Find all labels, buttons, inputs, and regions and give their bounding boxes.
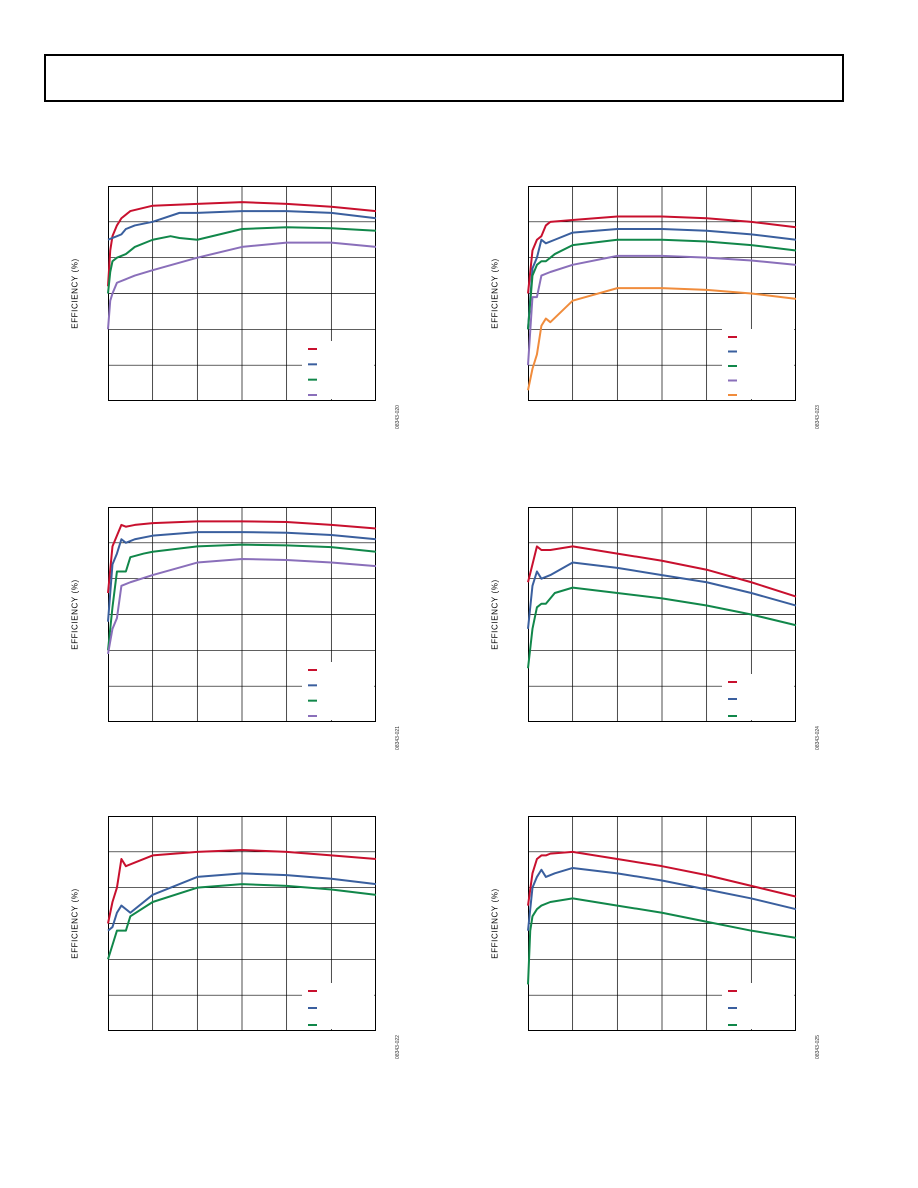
series-line-4 bbox=[527, 254, 797, 366]
series-line-2 bbox=[107, 531, 377, 622]
y-axis-label: EFFICIENCY (%) bbox=[70, 888, 80, 959]
figure-code: 08343-021 bbox=[394, 726, 401, 750]
y-axis-label: EFFICIENCY (%) bbox=[490, 579, 500, 650]
series-line-1 bbox=[527, 215, 797, 294]
figure-code: 08343-024 bbox=[814, 726, 821, 750]
series-line-2 bbox=[107, 872, 377, 932]
legend-box bbox=[722, 329, 794, 399]
series-line-1 bbox=[527, 545, 797, 598]
series-line-2 bbox=[527, 228, 797, 330]
chart-4 bbox=[527, 507, 797, 722]
figure-code: 08343-020 bbox=[394, 405, 401, 429]
header-box bbox=[44, 54, 844, 102]
series-line-4 bbox=[107, 241, 377, 330]
legend-box bbox=[302, 341, 374, 399]
y-axis-label: EFFICIENCY (%) bbox=[70, 579, 80, 650]
chart-3 bbox=[107, 507, 377, 722]
series-line-3 bbox=[527, 238, 797, 330]
figure-code: 08343-023 bbox=[814, 405, 821, 429]
chart-6 bbox=[527, 816, 797, 1031]
chart-5 bbox=[107, 816, 377, 1031]
figure-code: 08343-022 bbox=[394, 1035, 401, 1059]
legend-box bbox=[302, 983, 374, 1029]
y-axis-label: EFFICIENCY (%) bbox=[490, 258, 500, 329]
series-line-3 bbox=[527, 586, 797, 669]
legend-box bbox=[722, 674, 794, 720]
series-line-3 bbox=[107, 226, 377, 294]
series-line-3 bbox=[107, 883, 377, 960]
series-line-1 bbox=[107, 849, 377, 924]
series-line-5 bbox=[527, 287, 797, 391]
legend-box bbox=[302, 662, 374, 720]
y-axis-label: EFFICIENCY (%) bbox=[70, 258, 80, 329]
series-line-1 bbox=[527, 850, 797, 906]
figure-code: 08343-025 bbox=[814, 1035, 821, 1059]
legend-box bbox=[722, 983, 794, 1029]
y-axis-label: EFFICIENCY (%) bbox=[490, 888, 500, 959]
series-line-3 bbox=[107, 543, 377, 651]
series-line-2 bbox=[527, 866, 797, 931]
series-line-1 bbox=[107, 520, 377, 594]
series-line-2 bbox=[527, 561, 797, 629]
series-line-3 bbox=[527, 897, 797, 985]
chart-2 bbox=[527, 186, 797, 401]
chart-1 bbox=[107, 186, 377, 401]
series-line-4 bbox=[107, 557, 377, 655]
series-line-2 bbox=[107, 210, 377, 241]
